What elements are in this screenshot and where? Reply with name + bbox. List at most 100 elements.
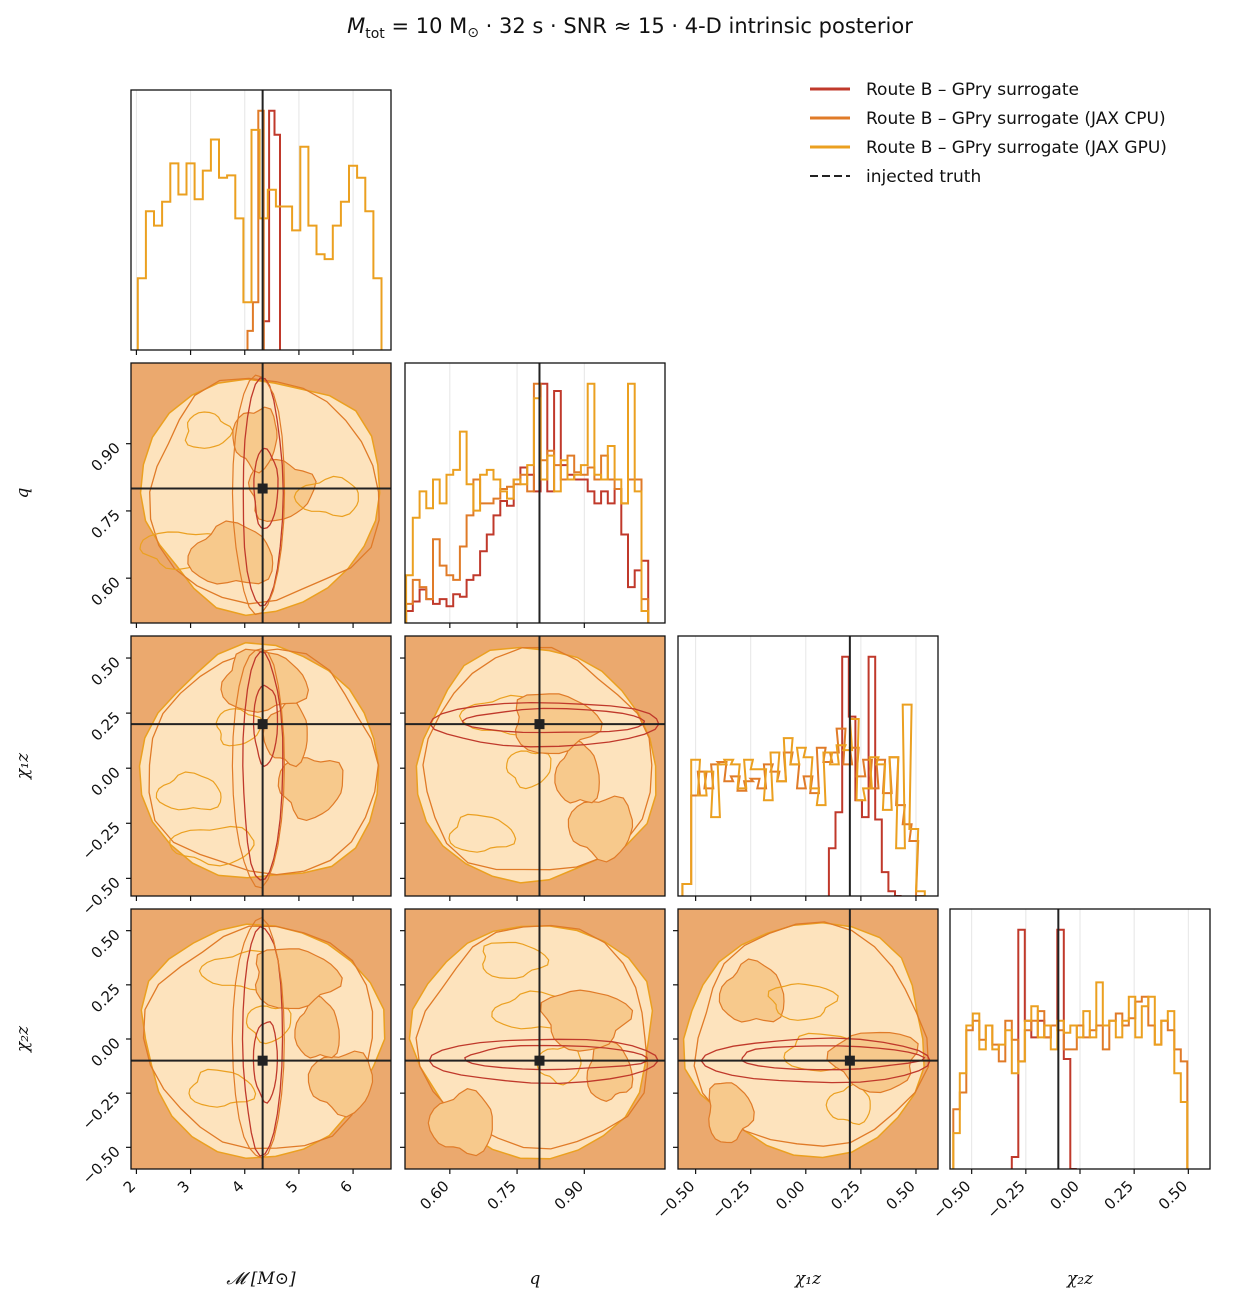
- x-tick-label: 5: [282, 1177, 301, 1196]
- panel-chi2z-vs-chi2z: −0.50 −0.25 0.00 0.25 0.50: [929, 908, 1211, 1222]
- contour-route-b-inner: [740, 1045, 926, 1071]
- histogram-jax-cpu: [246, 109, 265, 350]
- truth-marker: [844, 1055, 855, 1066]
- truth-marker: [534, 719, 545, 730]
- contour-inner-level: [277, 756, 344, 822]
- panel-frame: [130, 635, 392, 897]
- panel-chi1z-vs-chi1z: [677, 635, 939, 901]
- y-axis-label-q: q: [13, 487, 33, 498]
- title-mass-symbol: M: [347, 14, 365, 38]
- panel-chi1z-vs-q: [400, 635, 666, 901]
- x-tick-label: 0.50: [882, 1177, 918, 1213]
- legend-label: injected truth: [866, 167, 981, 187]
- contour-inner-level: [482, 941, 550, 979]
- y-tick-label: −0.25: [79, 1088, 124, 1133]
- x-tick-label: 6: [336, 1177, 355, 1196]
- truth-marker: [257, 719, 268, 730]
- contour-inner-level: [247, 458, 317, 523]
- panel-frame: [677, 635, 939, 897]
- panel-frame: [404, 635, 666, 897]
- y-tick-label: −0.50: [79, 873, 124, 918]
- x-axis-label-mchirp: 𝓜 [M⊙]: [226, 1269, 296, 1289]
- contour-inner-level: [169, 825, 255, 867]
- chart-title: Mtot = 10 M⊙ · 32 s · SNR ≈ 15 · 4-D int…: [347, 14, 913, 42]
- x-tick-label: 2: [120, 1177, 139, 1196]
- x-tick-label: 0.90: [551, 1177, 587, 1213]
- panel-chi2z-vs-q: 0.60 0.75 0.90: [400, 908, 666, 1213]
- contour-route-b-outer: [242, 377, 284, 607]
- x-tick-label: 0.75: [484, 1177, 520, 1213]
- contour-jax-cpu-outer: [142, 925, 374, 1150]
- y-tick-label: 0.90: [87, 439, 123, 475]
- x-axis-label-q: q: [530, 1269, 541, 1289]
- contour-jax-cpu-narrow: [231, 374, 286, 616]
- contour-inner-level: [294, 994, 340, 1059]
- contour-route-b-outer: [242, 651, 284, 881]
- legend-label: Route B – GPry surrogate: [866, 80, 1079, 100]
- histogram-jax-gpu: [405, 382, 650, 623]
- histogram-jax-gpu: [952, 981, 1189, 1169]
- y-tick-label: 0.25: [87, 980, 123, 1016]
- legend-label: Route B – GPry surrogate (JAX GPU): [866, 138, 1167, 158]
- contour-inner-level: [586, 1037, 634, 1102]
- truth-marker: [257, 1055, 268, 1066]
- panel-mchirp-vs-mchirp: [130, 89, 392, 355]
- y-tick-label: 0.75: [87, 506, 123, 542]
- x-tick-label: −0.25: [983, 1177, 1028, 1222]
- histogram-route-b: [262, 109, 281, 350]
- contour-jax-cpu-outer: [422, 646, 653, 871]
- contour-route-b-inner: [461, 707, 646, 734]
- truth-marker: [257, 483, 268, 494]
- panel-chi1z-vs-mchirp: −0.50 −0.25 0.00 0.25 0.50: [79, 635, 392, 919]
- x-tick-label: 3: [174, 1177, 193, 1196]
- title-mass-value: = 10 M: [385, 14, 467, 38]
- contour-inner-level: [718, 958, 785, 1023]
- x-axis-label-chi1z: χ₁z: [794, 1269, 822, 1289]
- contour-jax-gpu-outer: [138, 641, 380, 879]
- contour-jax-cpu-outer: [415, 924, 649, 1150]
- histogram-route-b: [827, 655, 902, 896]
- contour-jax-cpu-narrow: [231, 916, 285, 1159]
- y-tick-label: 0.25: [87, 708, 123, 744]
- panel-chi2z-vs-mchirp: 2 3 4 5 6 −0.50 −0.25 0.00 0.25 0.50: [79, 908, 392, 1197]
- panel-frame: [130, 89, 392, 351]
- y-tick-label: 0.00: [87, 1034, 123, 1070]
- contour-inner-level: [293, 475, 359, 518]
- x-tick-label: 0.00: [772, 1177, 808, 1213]
- y-axis-label-chi2z: χ₂z: [13, 1025, 33, 1053]
- contour-inner-level: [540, 989, 634, 1052]
- x-tick-label: −0.50: [929, 1177, 974, 1222]
- x-tick-label: −0.25: [708, 1177, 753, 1222]
- y-tick-label: 0.00: [87, 763, 123, 799]
- y-tick-label: 0.50: [87, 653, 123, 689]
- contour-jax-cpu-outer: [149, 377, 380, 605]
- contour-inner-level: [567, 795, 634, 863]
- histogram-jax-cpu: [681, 727, 925, 896]
- contour-inner-level: [708, 1082, 755, 1144]
- x-tick-label: −0.50: [653, 1177, 698, 1222]
- panel-q-vs-mchirp: 0.60 0.75 0.90: [87, 362, 392, 628]
- title-sun: ⊙: [467, 25, 479, 41]
- x-tick-label: 0.00: [1046, 1177, 1082, 1213]
- y-tick-label: 0.50: [87, 926, 123, 962]
- contour-inner-level: [767, 983, 839, 1021]
- contour-inner-level: [215, 708, 264, 747]
- contour-jax-cpu-outer: [148, 648, 379, 876]
- x-tick-label: 0.25: [1101, 1177, 1137, 1213]
- contour-inner-level: [187, 520, 274, 585]
- contour-inner-level: [307, 1050, 374, 1118]
- truth-marker: [534, 1055, 545, 1066]
- x-tick-label: 0.25: [827, 1177, 863, 1213]
- y-tick-label: 0.60: [87, 573, 123, 609]
- contour-inner-level: [427, 1088, 493, 1157]
- contour-inner-level: [155, 771, 222, 811]
- legend: Route B – GPry surrogate Route B – GPry s…: [810, 80, 1167, 187]
- x-tick-label: 0.60: [416, 1177, 452, 1213]
- y-tick-label: −0.50: [79, 1142, 124, 1187]
- legend-label: Route B – GPry surrogate (JAX CPU): [866, 109, 1166, 129]
- histogram-jax-gpu: [136, 128, 383, 350]
- contour-route-b-inner: [464, 1044, 649, 1071]
- title-rest: · 32 s · SNR ≈ 15 · 4-D intrinsic poster…: [479, 14, 913, 38]
- contour-inner-level: [188, 1068, 257, 1108]
